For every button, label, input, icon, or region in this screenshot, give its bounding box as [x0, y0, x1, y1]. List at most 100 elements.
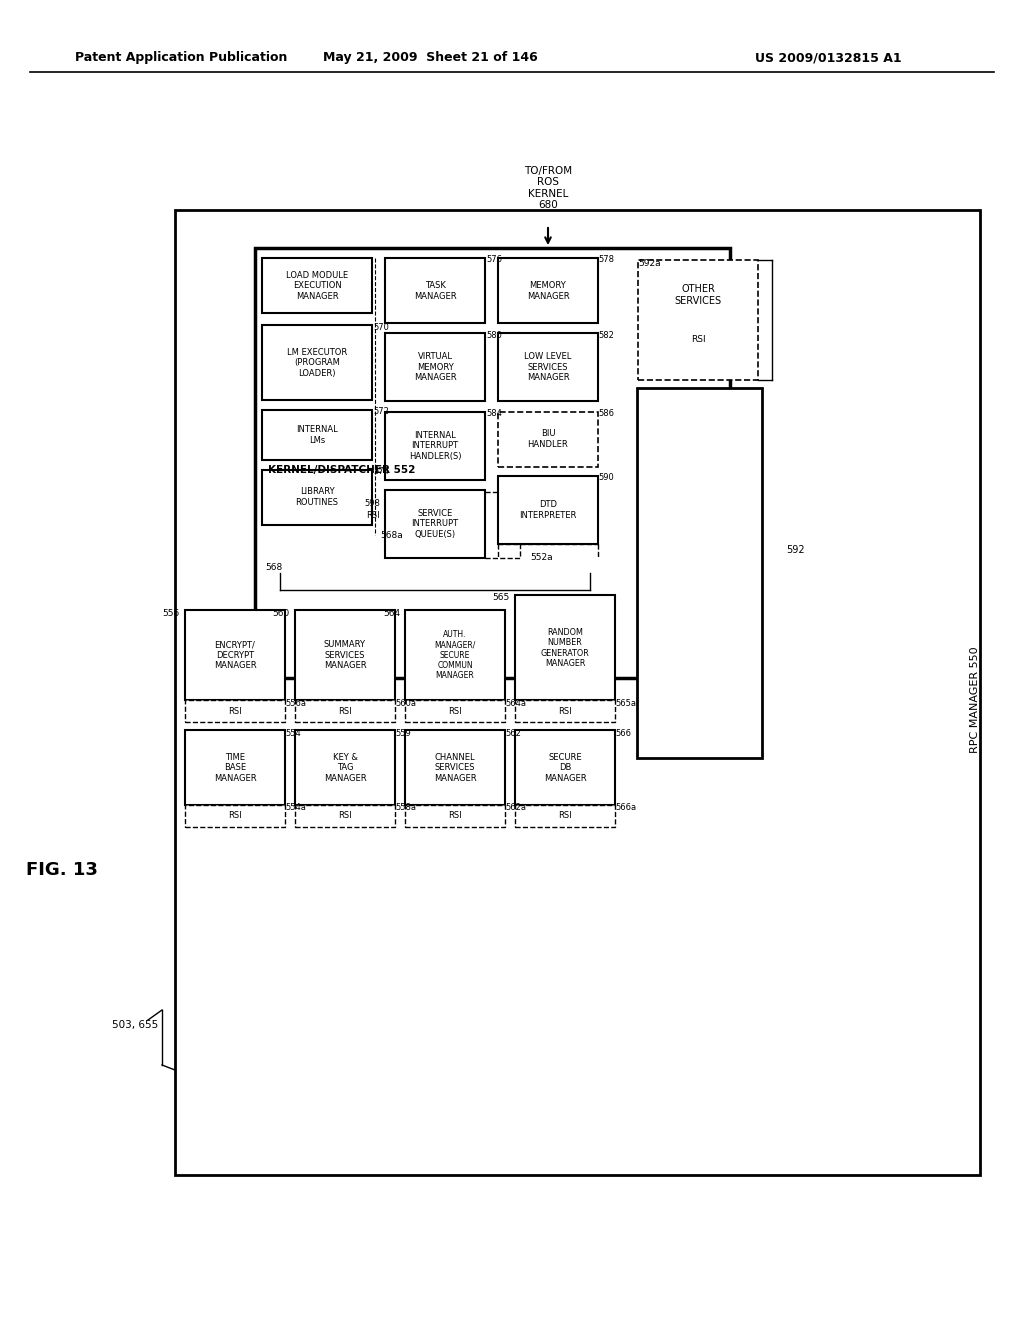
Bar [515, 700, 615, 722]
Bar [498, 333, 598, 401]
Bar [295, 730, 395, 805]
Text: SERVICE
INTERRUPT
QUEUE(S): SERVICE INTERRUPT QUEUE(S) [412, 510, 459, 539]
Text: 552a: 552a [530, 553, 553, 562]
Text: 565: 565 [493, 594, 510, 602]
Bar [255, 248, 730, 678]
Bar [185, 610, 285, 700]
Bar [262, 257, 372, 313]
Text: OTHER
SERVICES: OTHER SERVICES [675, 284, 722, 306]
Text: RANDOM
NUMBER
GENERATOR
MANAGER: RANDOM NUMBER GENERATOR MANAGER [541, 628, 590, 668]
Text: 554: 554 [285, 729, 301, 738]
Bar [295, 610, 395, 700]
Text: INTERNAL
LMs: INTERNAL LMs [296, 425, 338, 445]
Text: 558a: 558a [395, 804, 416, 813]
Text: 565a: 565a [615, 698, 636, 708]
Bar [185, 700, 285, 722]
Text: DTD
INTERPRETER: DTD INTERPRETER [519, 500, 577, 520]
Bar [515, 595, 615, 700]
Bar [637, 388, 762, 758]
Bar [638, 260, 758, 380]
Bar [385, 257, 485, 323]
Text: KERNEL/DISPATCHER 552: KERNEL/DISPATCHER 552 [268, 465, 416, 475]
Bar [262, 411, 372, 459]
Text: 580: 580 [486, 330, 502, 339]
Text: 578: 578 [598, 256, 614, 264]
Text: 592: 592 [786, 545, 805, 554]
Bar [406, 730, 505, 805]
Text: RSI: RSI [338, 812, 352, 821]
Bar [515, 730, 615, 805]
Text: 574: 574 [373, 467, 389, 477]
Text: INTERNAL
INTERRUPT
HANDLER(S): INTERNAL INTERRUPT HANDLER(S) [409, 432, 461, 461]
Text: RSI: RSI [367, 511, 380, 520]
Text: 586: 586 [598, 409, 614, 418]
Text: 560: 560 [272, 609, 290, 618]
Bar [185, 730, 285, 805]
Text: Patent Application Publication: Patent Application Publication [75, 51, 288, 65]
Text: RSI: RSI [228, 812, 242, 821]
Text: FIG. 13: FIG. 13 [26, 861, 98, 879]
Bar [295, 700, 395, 722]
Text: 570: 570 [373, 322, 389, 331]
Text: 566: 566 [615, 729, 631, 738]
Text: 559: 559 [395, 729, 411, 738]
Text: LOAD MODULE
EXECUTION
MANAGER: LOAD MODULE EXECUTION MANAGER [286, 271, 348, 301]
Bar [406, 700, 505, 722]
Bar [498, 257, 598, 323]
Text: 592a: 592a [638, 259, 660, 268]
Bar [498, 477, 598, 544]
Text: AUTH.
MANAGER/
SECURE
COMMUN
MANAGER: AUTH. MANAGER/ SECURE COMMUN MANAGER [434, 630, 476, 680]
Text: RSI: RSI [690, 335, 706, 345]
Bar [385, 490, 485, 558]
Text: LIBRARY
ROUTINES: LIBRARY ROUTINES [296, 487, 339, 507]
Text: 572: 572 [373, 408, 389, 417]
Text: 568a: 568a [380, 532, 402, 540]
Text: 598: 598 [365, 499, 380, 507]
Text: RSI: RSI [228, 706, 242, 715]
Text: RSI: RSI [449, 812, 462, 821]
Text: 590: 590 [598, 474, 613, 483]
Bar [385, 412, 485, 480]
Bar [262, 325, 372, 400]
Text: 503, 655: 503, 655 [112, 1020, 159, 1030]
Text: May 21, 2009  Sheet 21 of 146: May 21, 2009 Sheet 21 of 146 [323, 51, 538, 65]
Text: US 2009/0132815 A1: US 2009/0132815 A1 [755, 51, 901, 65]
Bar [385, 333, 485, 401]
Bar [185, 805, 285, 828]
Text: TO/FROM
ROS
KERNEL
680: TO/FROM ROS KERNEL 680 [524, 165, 572, 210]
Text: 562: 562 [505, 729, 521, 738]
Text: VIRTUAL
MEMORY
MANAGER: VIRTUAL MEMORY MANAGER [414, 352, 457, 381]
Text: 556a: 556a [285, 698, 306, 708]
Text: SECURE
DB
MANAGER: SECURE DB MANAGER [544, 754, 587, 783]
Text: 564: 564 [383, 609, 400, 618]
Text: RPC MANAGER 550: RPC MANAGER 550 [970, 647, 980, 754]
Text: BIU
HANDLER: BIU HANDLER [527, 429, 568, 449]
Text: 566a: 566a [615, 804, 636, 813]
Text: RSI: RSI [338, 706, 352, 715]
Text: ENCRYPT/
DECRYPT
MANAGER: ENCRYPT/ DECRYPT MANAGER [214, 640, 256, 671]
Bar [498, 412, 598, 467]
Text: RSI: RSI [558, 812, 571, 821]
Text: 582: 582 [598, 330, 613, 339]
Text: TIME
BASE
MANAGER: TIME BASE MANAGER [214, 754, 256, 783]
Text: LOW LEVEL
SERVICES
MANAGER: LOW LEVEL SERVICES MANAGER [524, 352, 571, 381]
Text: TASK
MANAGER: TASK MANAGER [414, 281, 457, 301]
Text: 562a: 562a [505, 804, 526, 813]
Bar [262, 470, 372, 525]
Text: 554a: 554a [285, 804, 306, 813]
Bar [515, 805, 615, 828]
Text: LM EXECUTOR
(PROGRAM
LOADER): LM EXECUTOR (PROGRAM LOADER) [287, 348, 347, 378]
Text: 568: 568 [265, 564, 283, 573]
Text: MEMORY
MANAGER: MEMORY MANAGER [526, 281, 569, 301]
Bar [295, 805, 395, 828]
Text: 556: 556 [163, 609, 180, 618]
Text: 560a: 560a [395, 698, 416, 708]
Bar [175, 210, 980, 1175]
Text: RSI: RSI [449, 706, 462, 715]
Text: SUMMARY
SERVICES
MANAGER: SUMMARY SERVICES MANAGER [324, 640, 367, 671]
Text: KEY &
TAG
MANAGER: KEY & TAG MANAGER [324, 754, 367, 783]
Text: CHANNEL
SERVICES
MANAGER: CHANNEL SERVICES MANAGER [434, 754, 476, 783]
Bar [406, 805, 505, 828]
Text: 576: 576 [486, 256, 502, 264]
Text: 564a: 564a [505, 698, 526, 708]
